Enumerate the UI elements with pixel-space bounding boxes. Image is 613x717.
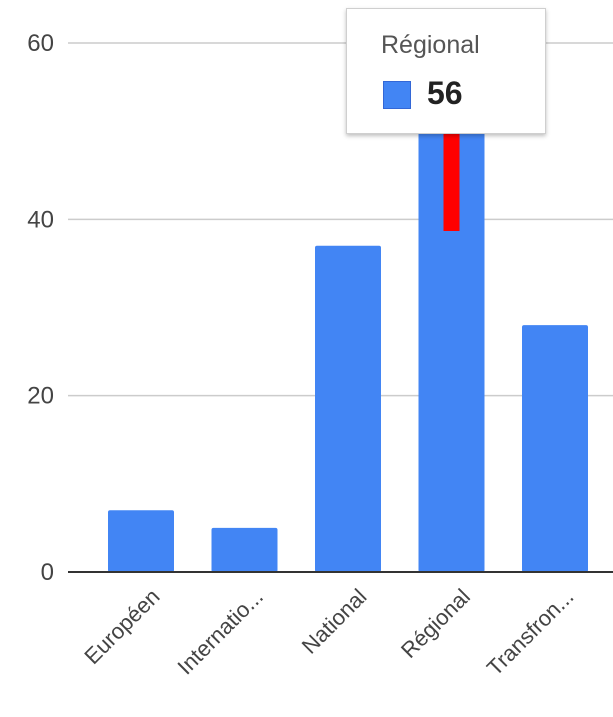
x-tick-label-0: Européen bbox=[79, 584, 164, 669]
y-tick-label-0: 0 bbox=[41, 559, 54, 586]
bars bbox=[108, 78, 588, 573]
error-bar-3 bbox=[443, 134, 460, 231]
y-tick-label-20: 20 bbox=[27, 383, 54, 410]
x-tick-label-4: Transfron... bbox=[482, 584, 579, 681]
error-bar bbox=[443, 134, 460, 231]
x-tick-label-1: Internatio... bbox=[173, 584, 269, 680]
bar-0[interactable] bbox=[108, 510, 174, 572]
x-axis-category-labels: Européen Internatio... National Régional Tra… bbox=[79, 584, 578, 681]
tooltip-title: Régional bbox=[381, 31, 480, 59]
bar-1[interactable] bbox=[211, 527, 278, 572]
tooltip: Régional 56 bbox=[346, 8, 546, 134]
y-tick-label-60: 60 bbox=[27, 30, 54, 57]
tooltip-value: 56 bbox=[427, 75, 463, 111]
bar-4[interactable] bbox=[522, 325, 588, 572]
y-tick-label-40: 40 bbox=[27, 206, 54, 233]
bar-2[interactable] bbox=[315, 245, 381, 573]
y-axis-tick-labels: 0 20 40 60 bbox=[27, 30, 54, 586]
x-tick-label-3: Régional bbox=[396, 584, 475, 663]
tooltip-swatch bbox=[383, 81, 411, 109]
bar-3[interactable] bbox=[418, 78, 485, 573]
x-tick-label-2: National bbox=[297, 584, 372, 659]
